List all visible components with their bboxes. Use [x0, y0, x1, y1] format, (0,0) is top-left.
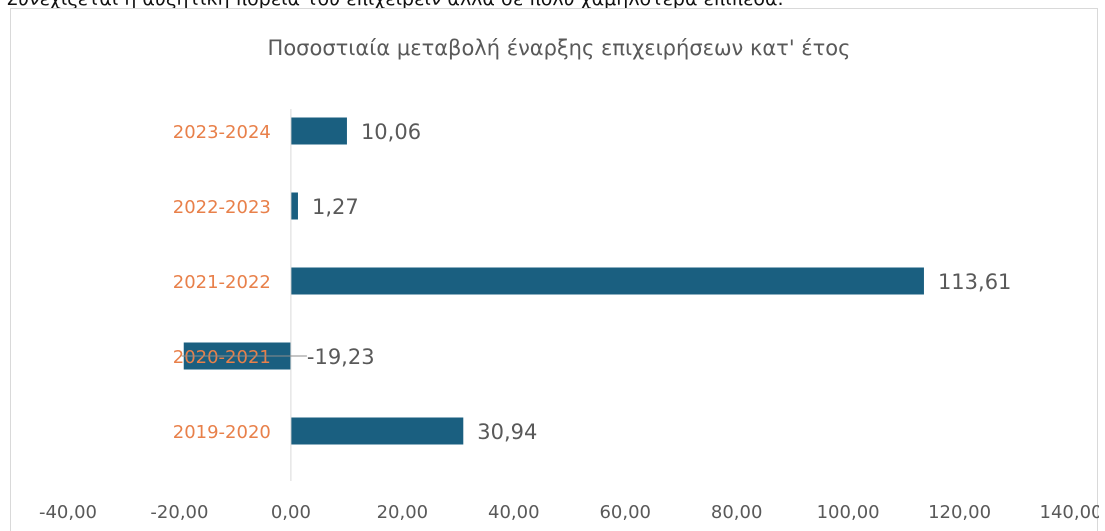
x-tick-label: 40,00	[488, 502, 540, 523]
x-tick-label: 20,00	[377, 502, 429, 523]
x-tick-label: 100,00	[817, 502, 880, 523]
bar	[290, 267, 924, 295]
x-tick-label: 120,00	[928, 502, 991, 523]
data-label: 113,61	[938, 270, 1011, 294]
data-label: -19,23	[307, 345, 375, 369]
category-label: 2022-2023	[173, 197, 271, 218]
category-label: 2020-2021	[173, 347, 271, 368]
category-label: 2019-2020	[173, 422, 271, 443]
chart-frame: Ποσοστιαία μεταβολή έναρξης επιχειρήσεων…	[10, 8, 1103, 531]
data-label: 1,27	[312, 195, 359, 219]
x-tick-label: -20,00	[150, 502, 208, 523]
x-tick-label: 60,00	[599, 502, 651, 523]
category-label: 2023-2024	[173, 122, 271, 143]
x-tick-label: 80,00	[711, 502, 763, 523]
category-label: 2021-2022	[173, 272, 271, 293]
x-tick-label: -40,00	[39, 502, 97, 523]
intro-text: Συνεχίζεται η αυξητική πορεία του επιχει…	[6, 0, 784, 10]
data-label: 30,94	[477, 420, 537, 444]
bar	[290, 192, 298, 220]
bar	[290, 117, 347, 145]
bar	[290, 417, 464, 445]
bar-chart: Ποσοστιαία μεταβολή έναρξης επιχειρήσεων…	[39, 36, 1103, 523]
plot-area: 2023-2024 10,06 2022-2023 1,27 2021-2022 113,…	[39, 109, 1102, 523]
x-tick-label: 140,00	[1040, 502, 1099, 523]
x-tick-label: 0,00	[271, 502, 311, 523]
data-label: 10,06	[361, 120, 421, 144]
chart-title: Ποσοστιαία μεταβολή έναρξης επιχειρήσεων…	[268, 36, 851, 60]
